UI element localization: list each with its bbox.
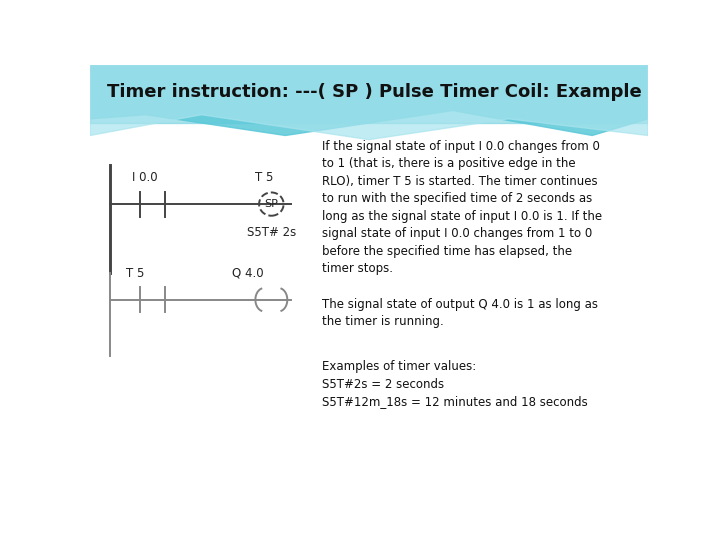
Text: The signal state of output Q 4.0 is 1 as long as
the timer is running.: The signal state of output Q 4.0 is 1 as… [322,298,598,328]
Polygon shape [90,65,648,136]
Text: I 0.0: I 0.0 [132,171,158,184]
Text: S5T# 2s: S5T# 2s [247,226,296,239]
Polygon shape [90,65,648,140]
Polygon shape [90,65,648,123]
Text: Timer instruction: ---( SP ) Pulse Timer Coil: Example: Timer instruction: ---( SP ) Pulse Timer… [107,83,642,101]
Text: Q 4.0: Q 4.0 [233,267,264,280]
Text: T 5: T 5 [126,267,145,280]
Text: Examples of timer values:
S5T#2s = 2 seconds
S5T#12m_18s = 12 minutes and 18 sec: Examples of timer values: S5T#2s = 2 sec… [322,360,588,408]
Text: If the signal state of input I 0.0 changes from 0
to 1 (that is, there is a posi: If the signal state of input I 0.0 chang… [322,140,602,275]
Text: T 5: T 5 [255,171,273,184]
Text: SP: SP [264,199,279,209]
